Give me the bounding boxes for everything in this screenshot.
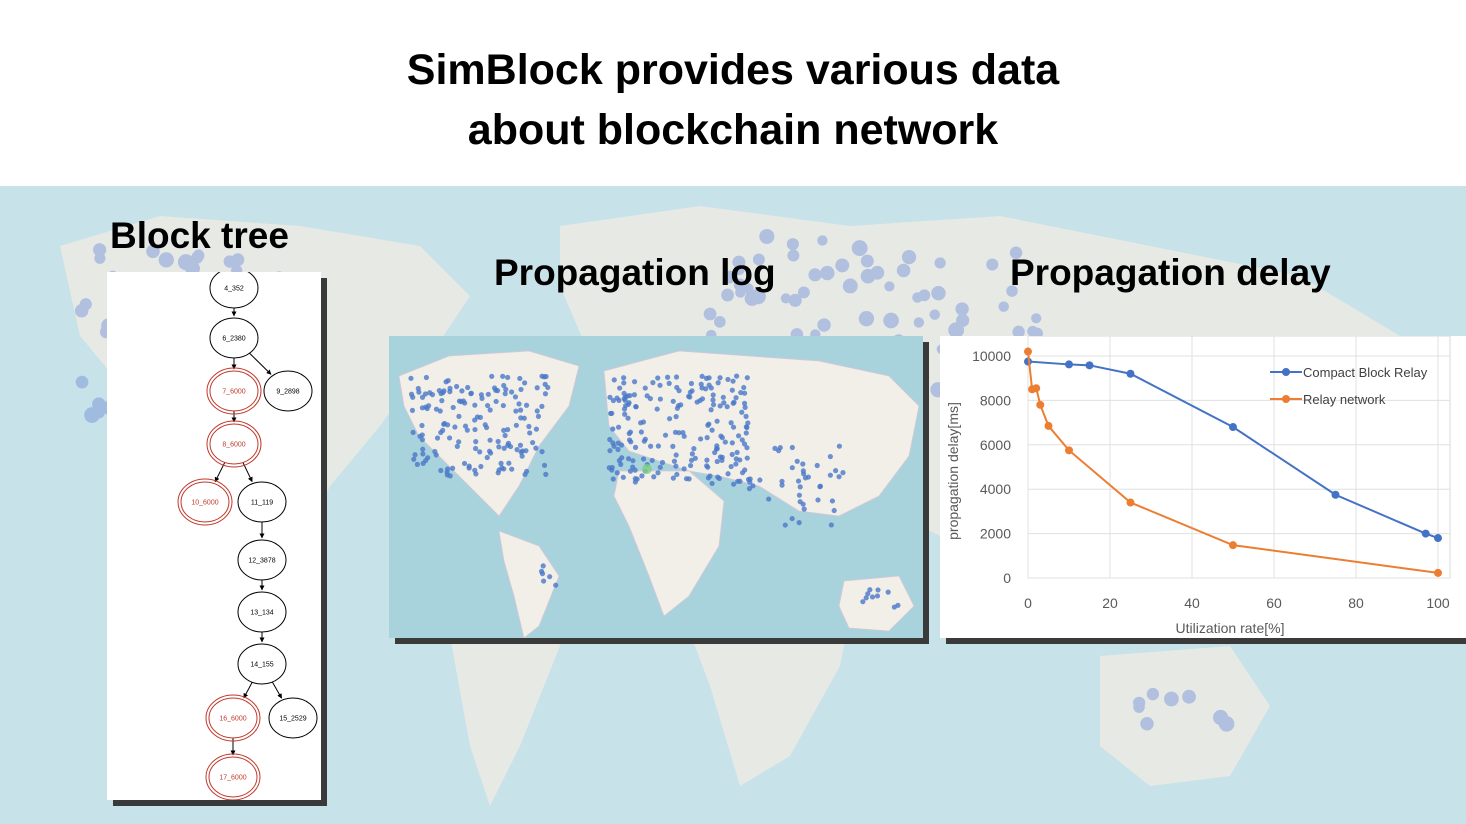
data-point	[1229, 541, 1237, 550]
data-point	[1044, 421, 1053, 430]
data-point	[1126, 498, 1135, 507]
data-point	[1434, 568, 1442, 577]
orphan-block-node: 10_6000	[177, 478, 233, 526]
block-node-label: 8_6000	[222, 442, 245, 449]
y-tick-label: 2000	[980, 526, 1011, 542]
y-axis-label: propagation delay[ms]	[945, 402, 961, 540]
data-point	[1229, 423, 1237, 432]
orphan-block-node: 8_6000	[206, 420, 262, 468]
series-line	[1027, 351, 1439, 574]
block-node-label: 17_6000	[219, 775, 246, 782]
x-axis-label: Utilization rate[%]	[1176, 620, 1285, 636]
legend-marker	[1282, 395, 1290, 403]
data-point	[1331, 490, 1340, 499]
propagation-log-heading: Propagation log	[494, 252, 776, 293]
block-node-label: 10_6000	[191, 500, 218, 507]
y-tick-label: 0	[1003, 570, 1011, 586]
block-node: 11_119	[237, 481, 287, 523]
data-point	[1065, 446, 1073, 455]
y-tick-label: 10000	[972, 348, 1011, 364]
orphan-block-node: 16_6000	[205, 694, 261, 742]
data-point	[1024, 347, 1032, 356]
legend-marker	[1282, 368, 1290, 376]
x-tick-label: 0	[1024, 595, 1032, 611]
block-node-label: 11_119	[251, 500, 273, 507]
tree-edge	[249, 352, 272, 375]
block-node: 6_2380	[209, 317, 259, 359]
propagation-delay-heading: Propagation delay	[1010, 252, 1331, 293]
data-point	[1036, 400, 1045, 409]
legend-entry: Compact Block Relay	[1303, 365, 1428, 380]
block-node-label: 12_3878	[248, 558, 275, 565]
x-tick-label: 20	[1102, 595, 1118, 611]
propagation-highlight	[642, 464, 652, 474]
tree-edge	[243, 682, 253, 699]
x-tick-label: 100	[1426, 595, 1450, 611]
orphan-block-node: 7_6000	[206, 367, 262, 415]
block-node: 13_134	[237, 591, 287, 633]
block-node-label: 9_2898	[276, 389, 299, 396]
y-tick-label: 8000	[980, 392, 1011, 408]
block-tree-heading: Block tree	[110, 215, 289, 256]
data-point	[1065, 360, 1073, 369]
tree-edge	[271, 681, 283, 699]
propagation-log-map	[389, 336, 923, 639]
propagation-delay-chart: 0 2000 4000 6000 8000 10000 0 20 40 60 80 100 Compa…	[945, 335, 1451, 636]
block-tree-panel: 4_352 6_2380 7_6000 9_2898 8_6000 10_6000 11_1…	[107, 267, 321, 801]
block-node-label: 14_155	[250, 662, 273, 669]
x-tick-label: 60	[1266, 595, 1282, 611]
data-point	[1126, 369, 1135, 378]
block-node: 12_3878	[237, 539, 287, 581]
page-title: SimBlock provides various data about blo…	[0, 40, 1466, 160]
block-node: 4_352	[209, 267, 259, 309]
y-tick-label: 6000	[980, 437, 1011, 453]
y-tick-label: 4000	[980, 481, 1011, 497]
x-tick-label: 40	[1184, 595, 1200, 611]
block-node-label: 13_134	[250, 610, 273, 617]
block-node: 15_2529	[268, 697, 318, 739]
data-point	[1032, 384, 1041, 393]
block-node-label: 6_2380	[222, 336, 245, 343]
data-point	[1421, 529, 1430, 538]
south-america-land	[498, 530, 560, 639]
propagation-delay-chart-panel: 0 2000 4000 6000 8000 10000 0 20 40 60 80 100 Compa…	[940, 335, 1466, 638]
title-line-2: about blockchain network	[467, 106, 999, 154]
australia-land	[838, 575, 915, 632]
block-node-label: 4_352	[224, 286, 244, 293]
block-node: 14_155	[237, 643, 287, 685]
block-node-label: 15_2529	[279, 716, 306, 723]
x-tick-label: 80	[1348, 595, 1364, 611]
block-node: 9_2898	[263, 370, 313, 412]
block-tree-diagram: 4_352 6_2380 7_6000 9_2898 8_6000 10_6000 11_1…	[177, 267, 318, 801]
data-point	[1434, 534, 1442, 543]
africa-land	[613, 470, 725, 617]
orphan-block-node: 17_6000	[205, 753, 261, 801]
legend-entry: Relay network	[1303, 392, 1386, 407]
block-node-label: 7_6000	[222, 389, 245, 396]
data-point	[1085, 361, 1094, 370]
title-line-1: SimBlock provides various data	[406, 46, 1060, 94]
series-line	[1027, 360, 1439, 539]
world-map	[389, 336, 923, 639]
block-node-label: 16_6000	[219, 716, 246, 723]
